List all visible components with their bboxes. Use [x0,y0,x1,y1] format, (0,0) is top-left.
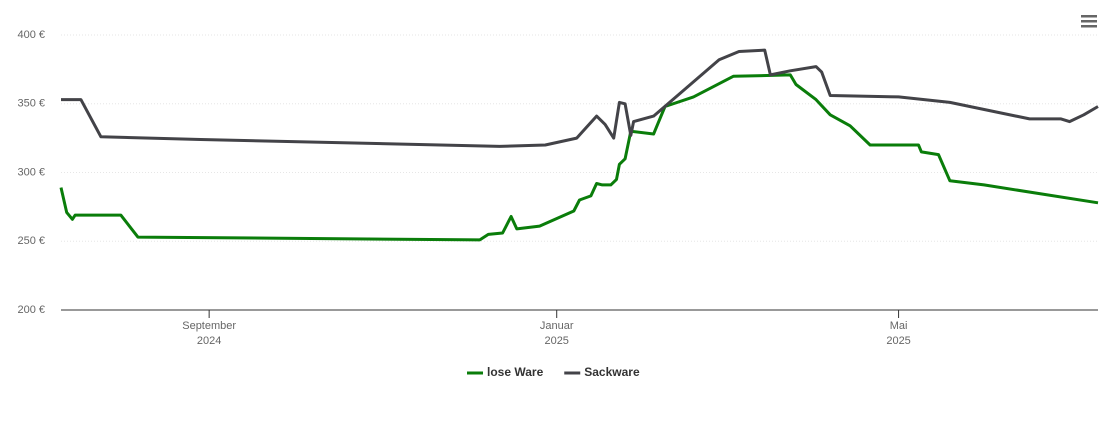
x-tick-label: 2025 [886,335,910,347]
menu-icon[interactable] [1081,15,1097,28]
y-tick-label: 400 € [17,29,45,41]
x-tick-label: 2025 [544,335,568,347]
x-tick-label: Mai [890,320,908,332]
y-tick-label: 200 € [17,304,45,316]
legend-label: Sackware [584,365,640,379]
legend-label: lose Ware [487,365,544,379]
x-tick-label: Januar [540,320,574,332]
x-tick-label: September [182,320,236,332]
y-tick-label: 250 € [17,235,45,247]
x-tick-label: 2024 [197,335,221,347]
series-line [61,48,1099,148]
series-line [59,73,1099,242]
y-tick-label: 350 € [17,98,45,110]
y-tick-label: 300 € [17,166,45,178]
menu-bar[interactable] [1081,15,1097,18]
menu-bar[interactable] [1081,25,1097,28]
legend: lose Ware Sackware [467,365,640,379]
menu-bar[interactable] [1081,20,1097,23]
